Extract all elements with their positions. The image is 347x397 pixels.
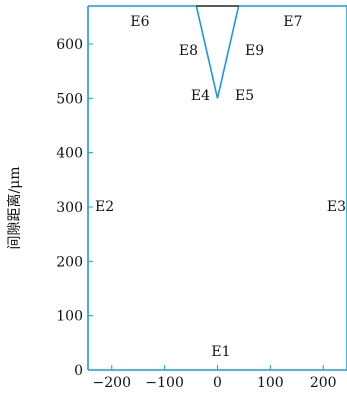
x-tick-label: −200 (93, 375, 131, 391)
axis-ticks: −200 −100 0 100 200 0 100 200 300 400 500 600 (56, 37, 336, 391)
x-tick-label: 0 (213, 375, 222, 391)
y-tick-label: 200 (56, 254, 83, 270)
domain-boundary (87, 5, 347, 371)
y-tick-label: 300 (56, 200, 83, 216)
edge-label-e8: E8 (179, 43, 198, 59)
tip-flank-right-E9 (216, 5, 240, 99)
edge-label-e4: E4 (191, 88, 210, 104)
edge-label-e9: E9 (245, 43, 264, 59)
y-tick-label: 600 (56, 37, 83, 53)
y-tick-label: 500 (56, 91, 83, 107)
x-tick-label: 100 (257, 375, 284, 391)
y-axis-title: 间隙距离/μm (6, 166, 23, 249)
edge-label-e6: E6 (130, 14, 149, 30)
edge-label-e1: E1 (211, 344, 230, 360)
x-tick-label: 200 (310, 375, 337, 391)
edge-label-e3: E3 (327, 199, 346, 215)
edge-labels: E1 E2 E3 E4 E5 E6 E7 E8 E9 (95, 14, 346, 360)
tip-flank-left-E8 (195, 5, 219, 99)
edge-label-e2: E2 (95, 199, 114, 215)
edge-label-e7: E7 (283, 14, 302, 30)
edge-label-e5: E5 (235, 88, 254, 104)
y-tick-label: 0 (74, 363, 83, 379)
y-tick-label: 100 (56, 309, 83, 325)
x-tick-label: −100 (145, 375, 183, 391)
y-tick-label: 400 (56, 146, 83, 162)
